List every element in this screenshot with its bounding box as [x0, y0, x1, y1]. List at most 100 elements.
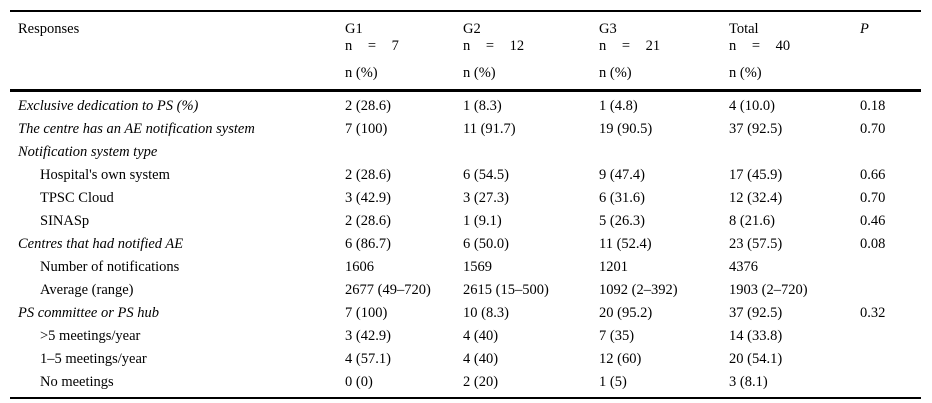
cell-p [860, 325, 921, 348]
table-row: 1–5 meetings/year 4 (57.1) 4 (40) 12 (60) 20… [10, 348, 921, 371]
cell-p: 0.70 [860, 121, 886, 137]
table-row: Number of notifications 1606 1569 1201 4376 [10, 256, 921, 279]
cell-g3: 1092 (2–392) [599, 282, 678, 298]
row-label: The centre has an AE notification system [18, 121, 255, 137]
table-header: Responses G1 n = 7 n (%) G2 n = 12 n (%)… [10, 11, 921, 92]
cell-total [729, 141, 860, 164]
row-label: Number of notifications [40, 259, 180, 275]
cell-g3: 6 (31.6) [599, 190, 645, 206]
results-table: Responses G1 n = 7 n (%) G2 n = 12 n (%)… [10, 10, 921, 399]
column-header-n: n = 12 [463, 38, 525, 54]
cell-g1: 2677 (49–720) [345, 282, 431, 298]
cell-g3: 9 (47.4) [599, 167, 645, 183]
table-row: No meetings 0 (0) 2 (20) 1 (5) 3 (8.1) [10, 371, 921, 399]
column-header-p: P [860, 11, 921, 92]
row-label: SINASp [40, 213, 90, 229]
column-header-total: Total n = 40 n (%) [729, 11, 860, 92]
row-label: 1–5 meetings/year [40, 351, 147, 367]
cell-total: 37 (92.5) [729, 121, 783, 137]
row-label: Average (range) [40, 282, 134, 298]
column-header-unit: n (%) [729, 65, 762, 81]
table-row: >5 meetings/year 3 (42.9) 4 (40) 7 (35) 14 (… [10, 325, 921, 348]
cell-p: 0.18 [860, 98, 886, 114]
cell-g2: 10 (8.3) [463, 305, 509, 321]
column-header-n: n = 40 [729, 38, 791, 54]
column-header-unit: n (%) [345, 65, 378, 81]
results-table-container: Responses G1 n = 7 n (%) G2 n = 12 n (%)… [10, 10, 921, 399]
cell-g2: 6 (50.0) [463, 236, 509, 252]
row-label: >5 meetings/year [40, 328, 141, 344]
cell-p [860, 279, 921, 302]
cell-p [860, 141, 921, 164]
cell-total: 4376 [729, 259, 758, 275]
column-header-g2: G2 n = 12 n (%) [463, 11, 599, 92]
cell-p: 0.70 [860, 190, 886, 206]
cell-g3: 1 (4.8) [599, 98, 638, 114]
cell-g3: 1201 [599, 259, 628, 275]
table-row: Exclusive dedication to PS (%) 2 (28.6) 1 … [10, 91, 921, 119]
cell-g1: 4 (57.1) [345, 351, 391, 367]
cell-g3: 19 (90.5) [599, 121, 653, 137]
cell-g2: 1 (9.1) [463, 213, 502, 229]
column-header-g1: G1 n = 7 n (%) [345, 11, 463, 92]
cell-total: 17 (45.9) [729, 167, 783, 183]
cell-g3: 12 (60) [599, 351, 642, 367]
cell-g2 [463, 141, 599, 164]
cell-p: 0.46 [860, 213, 886, 229]
table-row: Average (range) 2677 (49–720) 2615 (15–500… [10, 279, 921, 302]
cell-g3: 1 (5) [599, 371, 729, 399]
column-header-g3: G3 n = 21 n (%) [599, 11, 729, 92]
cell-p: 0.08 [860, 236, 886, 252]
column-header-n: n = 21 [599, 38, 661, 54]
cell-total: 37 (92.5) [729, 305, 783, 321]
cell-g3: 7 (35) [599, 328, 635, 344]
cell-g2: 11 (91.7) [463, 121, 516, 137]
row-label: Exclusive dedication to PS (%) [18, 98, 199, 114]
column-header-label: G1 [345, 21, 363, 37]
cell-g2: 4 (40) [463, 328, 499, 344]
column-header-unit: n (%) [463, 65, 496, 81]
cell-total: 3 (8.1) [729, 371, 860, 399]
cell-g3: 20 (95.2) [599, 305, 653, 321]
column-header-label: P [860, 21, 869, 37]
cell-g1: 1606 [345, 259, 374, 275]
cell-g1 [345, 141, 463, 164]
cell-g3: 5 (26.3) [599, 213, 645, 229]
column-header-label: Total [729, 21, 759, 37]
cell-total: 8 (21.6) [729, 213, 775, 229]
cell-g1: 7 (100) [345, 121, 388, 137]
cell-g2: 2615 (15–500) [463, 282, 549, 298]
row-label: Hospital's own system [40, 167, 170, 183]
column-header-label: Responses [18, 21, 80, 37]
cell-g1: 2 (28.6) [345, 167, 391, 183]
cell-g3: 11 (52.4) [599, 236, 652, 252]
row-label: PS committee or PS hub [18, 305, 159, 321]
cell-total: 20 (54.1) [729, 351, 783, 367]
column-header-n: n = 7 [345, 38, 399, 54]
cell-g1: 2 (28.6) [345, 213, 391, 229]
row-label: No meetings [10, 371, 345, 399]
table-row: Notification system type [10, 141, 921, 164]
cell-g2: 3 (27.3) [463, 190, 509, 206]
cell-total: 14 (33.8) [729, 328, 783, 344]
cell-p [860, 371, 921, 399]
cell-p: 0.32 [860, 305, 886, 321]
cell-total: 12 (32.4) [729, 190, 783, 206]
cell-total: 4 (10.0) [729, 98, 775, 114]
table-row: Hospital's own system 2 (28.6) 6 (54.5) 9 (… [10, 164, 921, 187]
cell-g1: 6 (86.7) [345, 236, 391, 252]
cell-g2: 1 (8.3) [463, 98, 502, 114]
row-label: TPSC Cloud [40, 190, 114, 206]
cell-g1: 0 (0) [345, 371, 463, 399]
row-label: Centres that had notified AE [18, 236, 184, 252]
cell-p [860, 256, 921, 279]
cell-g1: 3 (42.9) [345, 190, 391, 206]
cell-g2: 1569 [463, 259, 492, 275]
table-row: Centres that had notified AE 6 (86.7) 6 (5… [10, 233, 921, 256]
cell-g1: 3 (42.9) [345, 328, 391, 344]
table-row: The centre has an AE notification system… [10, 118, 921, 141]
table-row: SINASp 2 (28.6) 1 (9.1) 5 (26.3) 8 (21.6) 0.4… [10, 210, 921, 233]
cell-p: 0.66 [860, 167, 886, 183]
cell-total: 1903 (2–720) [729, 282, 808, 298]
header-row: Responses G1 n = 7 n (%) G2 n = 12 n (%)… [10, 11, 921, 92]
